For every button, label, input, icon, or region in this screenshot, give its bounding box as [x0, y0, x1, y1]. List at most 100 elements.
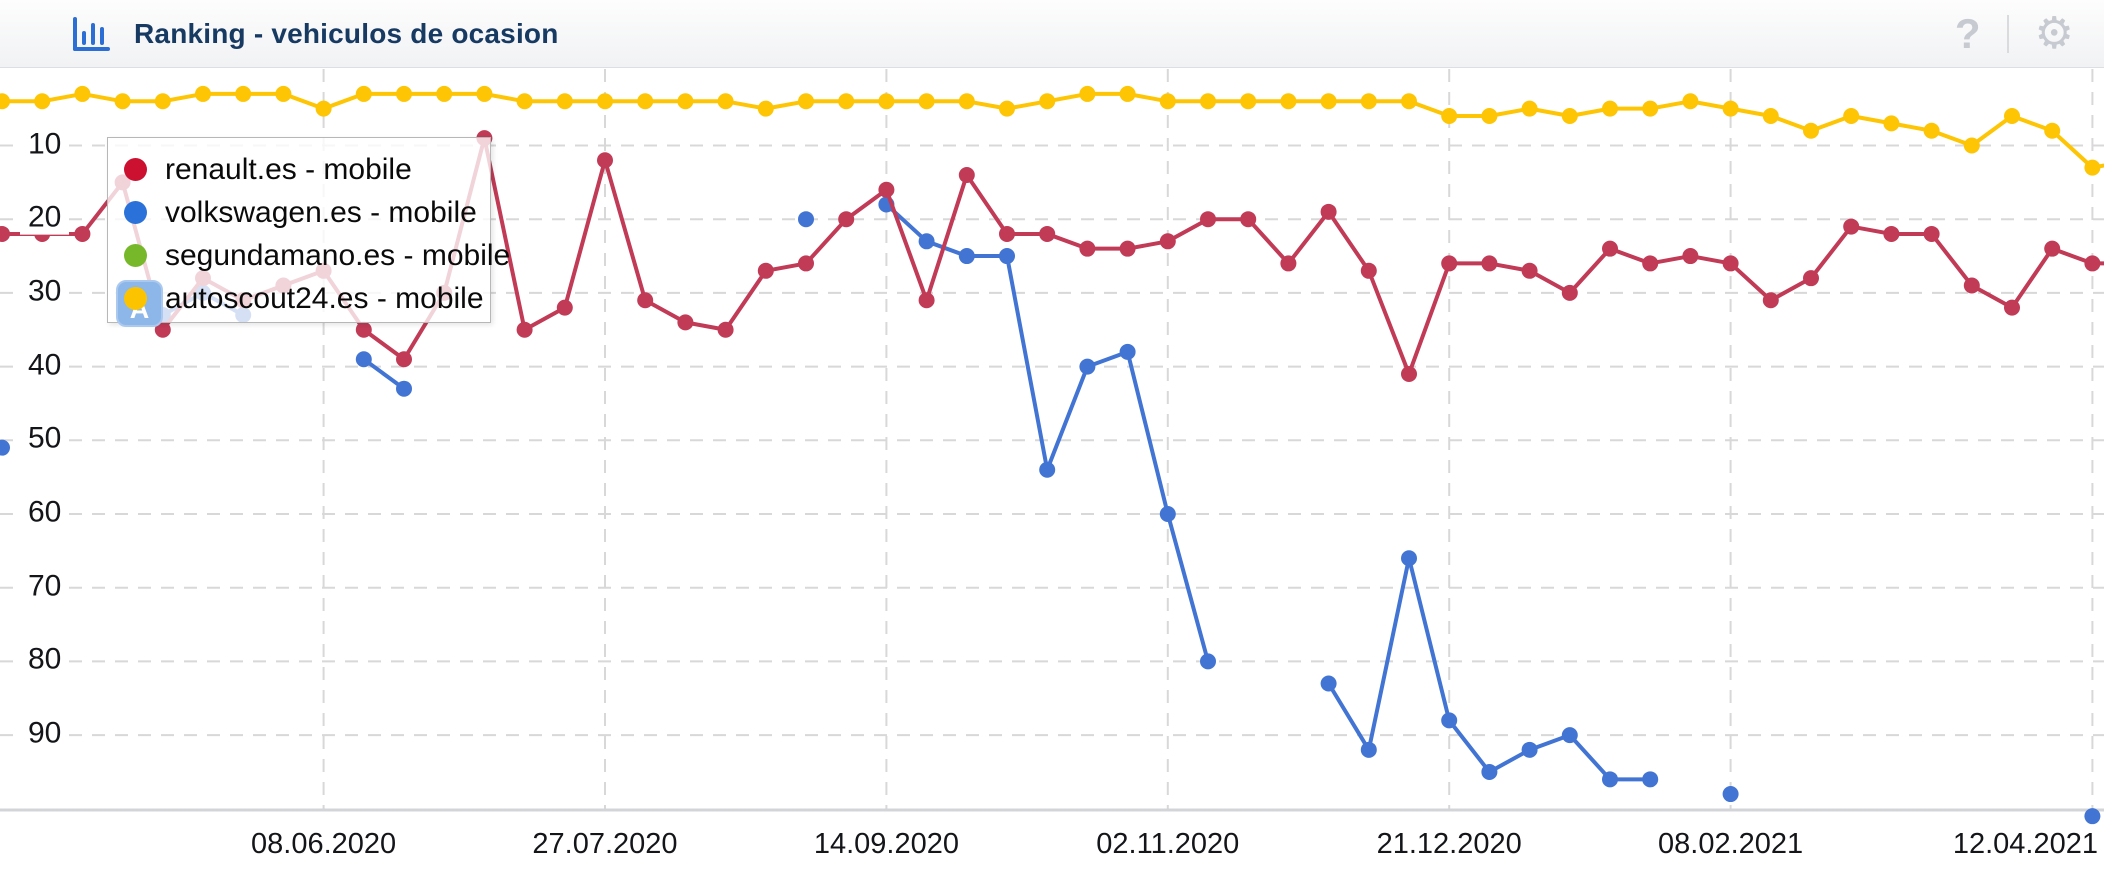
data-point-volkswagen[interactable]: [1159, 506, 1176, 522]
data-point-autoscout24[interactable]: [878, 93, 895, 110]
data-point-autoscout24[interactable]: [1360, 93, 1377, 110]
data-point-autoscout24[interactable]: [2084, 159, 2101, 176]
data-point-autoscout24[interactable]: [476, 85, 493, 102]
data-point-autoscout24[interactable]: [1039, 93, 1056, 110]
data-point-autoscout24[interactable]: [235, 85, 252, 102]
data-point-volkswagen[interactable]: [1401, 550, 1417, 567]
data-point-autoscout24[interactable]: [798, 93, 814, 110]
data-point-autoscout24[interactable]: [1682, 93, 1699, 110]
data-point-renault[interactable]: [1642, 255, 1659, 272]
data-point-autoscout24[interactable]: [355, 85, 372, 102]
data-point-renault[interactable]: [717, 321, 734, 338]
data-point-volkswagen[interactable]: [1521, 741, 1538, 758]
data-point-renault[interactable]: [1521, 262, 1538, 279]
data-point-renault[interactable]: [1280, 255, 1297, 272]
data-point-autoscout24[interactable]: [114, 93, 131, 110]
data-point-autoscout24[interactable]: [1602, 100, 1618, 117]
data-point-volkswagen[interactable]: [1722, 786, 1739, 803]
data-point-autoscout24[interactable]: [1803, 122, 1819, 139]
data-point-renault[interactable]: [597, 152, 613, 169]
data-point-autoscout24[interactable]: [315, 100, 332, 117]
data-point-volkswagen[interactable]: [1481, 763, 1498, 780]
data-point-renault[interactable]: [1039, 225, 1056, 242]
data-point-renault[interactable]: [516, 321, 533, 338]
data-point-autoscout24[interactable]: [1722, 100, 1739, 117]
data-point-volkswagen[interactable]: [999, 248, 1015, 265]
data-point-autoscout24[interactable]: [1119, 85, 1136, 102]
help-icon[interactable]: ?: [1954, 9, 1981, 57]
data-point-autoscout24[interactable]: [958, 93, 975, 110]
data-point-autoscout24[interactable]: [1079, 85, 1096, 102]
data-point-volkswagen[interactable]: [355, 351, 372, 368]
data-point-renault[interactable]: [556, 299, 573, 316]
data-point-volkswagen[interactable]: [1320, 675, 1337, 692]
data-point-volkswagen[interactable]: [1602, 771, 1618, 788]
data-point-autoscout24[interactable]: [717, 93, 734, 110]
data-point-autoscout24[interactable]: [1401, 93, 1417, 110]
data-point-autoscout24[interactable]: [757, 100, 774, 117]
data-point-renault[interactable]: [798, 255, 814, 272]
data-point-renault[interactable]: [1602, 240, 1618, 257]
data-point-renault[interactable]: [999, 225, 1015, 242]
data-point-autoscout24[interactable]: [275, 85, 292, 102]
data-point-autoscout24[interactable]: [2044, 122, 2061, 139]
data-point-autoscout24[interactable]: [0, 93, 10, 110]
data-point-renault[interactable]: [1401, 365, 1417, 382]
data-point-renault[interactable]: [1240, 211, 1257, 228]
data-point-renault[interactable]: [1682, 248, 1699, 265]
data-point-autoscout24[interactable]: [1923, 122, 1940, 139]
data-point-autoscout24[interactable]: [1441, 108, 1458, 125]
data-point-autoscout24[interactable]: [999, 100, 1015, 117]
data-point-volkswagen[interactable]: [1039, 461, 1056, 478]
legend-item[interactable]: segundamano.es - mobile: [124, 234, 510, 277]
data-point-volkswagen[interactable]: [1079, 358, 1096, 375]
data-point-volkswagen[interactable]: [918, 233, 935, 250]
data-point-volkswagen[interactable]: [1642, 771, 1659, 788]
data-point-renault[interactable]: [1722, 255, 1739, 272]
data-point-renault[interactable]: [1441, 255, 1458, 272]
data-point-renault[interactable]: [637, 292, 654, 309]
data-point-autoscout24[interactable]: [1240, 93, 1257, 110]
data-point-autoscout24[interactable]: [1320, 93, 1337, 110]
data-point-autoscout24[interactable]: [436, 85, 453, 102]
data-point-renault[interactable]: [1561, 284, 1578, 301]
data-point-renault[interactable]: [2004, 299, 2020, 316]
legend-item[interactable]: renault.es - mobile: [124, 148, 490, 191]
data-point-renault[interactable]: [838, 211, 855, 228]
data-point-autoscout24[interactable]: [597, 93, 613, 110]
data-point-autoscout24[interactable]: [1642, 100, 1659, 117]
data-point-renault[interactable]: [1803, 270, 1819, 287]
data-point-volkswagen[interactable]: [798, 211, 814, 228]
data-point-autoscout24[interactable]: [556, 93, 573, 110]
data-point-volkswagen[interactable]: [1360, 741, 1377, 758]
data-point-renault[interactable]: [1119, 240, 1136, 257]
data-point-renault[interactable]: [1200, 211, 1216, 228]
data-point-volkswagen[interactable]: [1119, 343, 1136, 360]
data-point-renault[interactable]: [1320, 203, 1337, 220]
data-point-autoscout24[interactable]: [396, 85, 412, 102]
data-point-renault[interactable]: [1843, 218, 1860, 235]
data-point-autoscout24[interactable]: [637, 93, 654, 110]
data-point-volkswagen[interactable]: [0, 439, 10, 456]
data-point-renault[interactable]: [1481, 255, 1498, 272]
data-point-volkswagen[interactable]: [1441, 712, 1458, 729]
data-point-renault[interactable]: [1883, 225, 1900, 242]
data-point-renault[interactable]: [396, 351, 412, 368]
data-point-autoscout24[interactable]: [918, 93, 935, 110]
gear-icon[interactable]: ⚙: [2034, 8, 2074, 58]
data-point-autoscout24[interactable]: [516, 93, 533, 110]
data-point-renault[interactable]: [1079, 240, 1096, 257]
data-point-renault[interactable]: [1963, 277, 1980, 294]
data-point-renault[interactable]: [2084, 255, 2101, 272]
data-point-volkswagen[interactable]: [1200, 653, 1216, 670]
data-point-autoscout24[interactable]: [195, 85, 211, 102]
data-point-volkswagen[interactable]: [1561, 727, 1578, 744]
data-point-renault[interactable]: [677, 314, 694, 331]
data-point-renault[interactable]: [2044, 240, 2061, 257]
data-point-autoscout24[interactable]: [1963, 137, 1980, 154]
data-point-renault[interactable]: [1923, 225, 1940, 242]
data-point-autoscout24[interactable]: [838, 93, 855, 110]
data-point-autoscout24[interactable]: [1843, 108, 1860, 125]
